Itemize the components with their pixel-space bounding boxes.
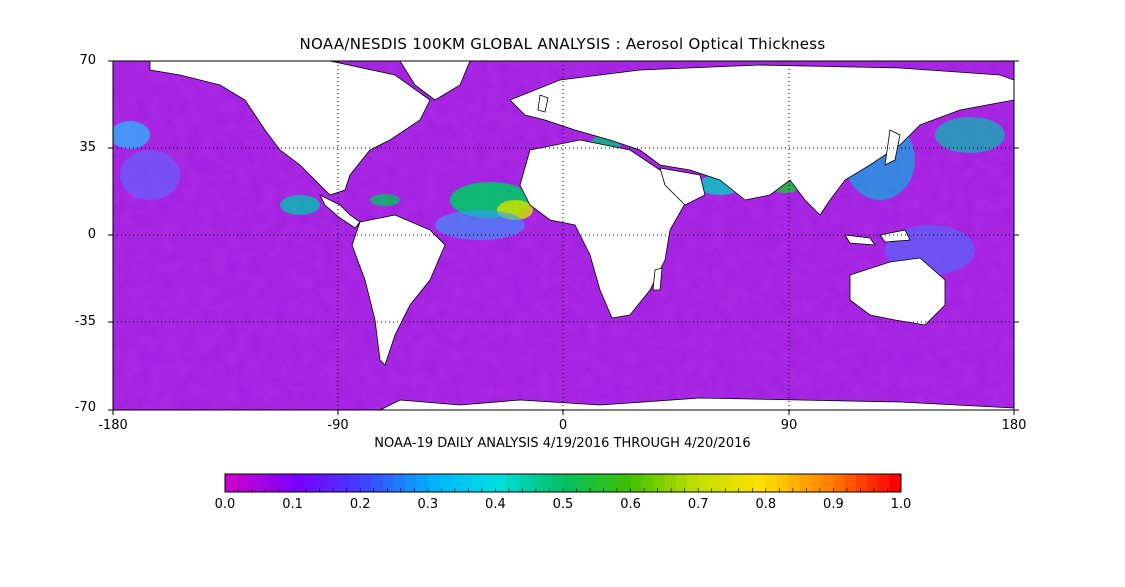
colorbar-segment xyxy=(427,474,440,492)
colorbar-segment xyxy=(563,474,575,492)
colorbar-segment xyxy=(698,474,710,492)
colorbar-label: 0.4 xyxy=(485,497,506,512)
colorbar-segment xyxy=(675,474,688,492)
lon-label-m180: -180 xyxy=(98,418,128,433)
colorbar-segment xyxy=(315,474,327,492)
colorbar-segment xyxy=(709,474,722,492)
lat-label-35: 35 xyxy=(79,140,96,155)
colorbar-segment xyxy=(371,474,384,492)
colorbar-segment xyxy=(765,474,778,492)
colorbar-segment xyxy=(360,474,372,492)
colorbar-segment xyxy=(810,474,823,492)
colorbar-segment xyxy=(878,474,891,492)
lon-label-m90: -90 xyxy=(327,418,349,433)
lat-label-m70: -70 xyxy=(74,400,96,415)
lat-label-0: 0 xyxy=(87,227,96,242)
colorbar-segment xyxy=(472,474,485,492)
colorbar-segment xyxy=(506,474,519,492)
date-subtitle: NOAA-19 DAILY ANALYSIS 4/19/2016 THROUGH… xyxy=(374,436,751,451)
colorbar-segment xyxy=(664,474,677,492)
colorbar-label: 0.5 xyxy=(552,497,574,512)
colorbar-segment xyxy=(495,474,508,492)
colorbar-label: 1.0 xyxy=(890,497,912,512)
colorbar-segment xyxy=(348,474,361,492)
colorbar-segment xyxy=(551,474,564,492)
colorbar-segment xyxy=(799,474,812,492)
colorbar-label: 0.0 xyxy=(214,497,236,512)
colorbar-segment xyxy=(270,474,282,492)
colorbar-segment xyxy=(596,474,609,492)
colorbar-segment xyxy=(416,474,429,492)
colorbar-segment xyxy=(247,474,260,492)
colorbar-segment xyxy=(236,474,249,492)
colorbar-label: 0.9 xyxy=(823,497,844,512)
colorbar-segment xyxy=(258,474,271,492)
colorbar-segment xyxy=(394,474,406,492)
colorbar-segment xyxy=(303,474,316,492)
colorbar-segment xyxy=(822,474,834,492)
colorbar-segment xyxy=(630,474,643,492)
page-title: NOAA/NESDIS 100KM GLOBAL ANALYSIS : Aero… xyxy=(299,35,826,53)
colorbar-label: 0.2 xyxy=(349,497,371,512)
colorbar-segment xyxy=(641,474,654,492)
colorbar-segment xyxy=(686,474,699,492)
colorbar-segment xyxy=(382,474,395,492)
colorbar-segment xyxy=(754,474,767,492)
colorbar-segment xyxy=(461,474,474,492)
lon-label-180: 180 xyxy=(1001,418,1027,433)
colorbar-segment xyxy=(867,474,879,492)
colorbar-segment xyxy=(326,474,339,492)
colorbar-segment xyxy=(337,474,350,492)
colorbar-segment xyxy=(450,474,463,492)
axis-ticks xyxy=(108,60,1019,415)
colorbar-segment xyxy=(619,474,632,492)
colorbar-label: 0.1 xyxy=(282,497,303,512)
colorbar-segment xyxy=(788,474,801,492)
landmasses xyxy=(149,61,1014,410)
colorbar-segment xyxy=(405,474,418,492)
colorbar-segment xyxy=(529,474,541,492)
lat-label-70: 70 xyxy=(79,53,96,68)
colorbar-segment xyxy=(855,474,868,492)
lat-label-m35: -35 xyxy=(74,314,96,329)
colorbar-segment xyxy=(777,474,789,492)
colorbar-segment xyxy=(281,474,294,492)
colorbar-segment xyxy=(439,474,451,492)
lon-label-90: 90 xyxy=(780,418,798,433)
colorbar-segment xyxy=(292,474,305,492)
colorbar-segment xyxy=(720,474,733,492)
colorbar-segment xyxy=(585,474,598,492)
colorbar-segment xyxy=(732,474,744,492)
colorbar-segment xyxy=(608,474,620,492)
colorbar-segment xyxy=(484,474,496,492)
lon-label-0: 0 xyxy=(558,418,568,433)
colorbar-segment xyxy=(517,474,530,492)
colorbar-label: 0.7 xyxy=(687,497,709,512)
colorbar-segment xyxy=(653,474,665,492)
colorbar-label: 0.3 xyxy=(417,497,439,512)
colorbar-segment xyxy=(225,474,237,492)
colorbar xyxy=(224,473,902,493)
colorbar-segment xyxy=(574,474,587,492)
colorbar-segment xyxy=(743,474,756,492)
colorbar-label: 0.8 xyxy=(755,497,777,512)
colorbar-segment xyxy=(889,474,902,492)
colorbar-segment xyxy=(833,474,846,492)
colorbar-segment xyxy=(844,474,857,492)
colorbar-segment xyxy=(540,474,553,492)
colorbar-label: 0.6 xyxy=(620,497,641,512)
